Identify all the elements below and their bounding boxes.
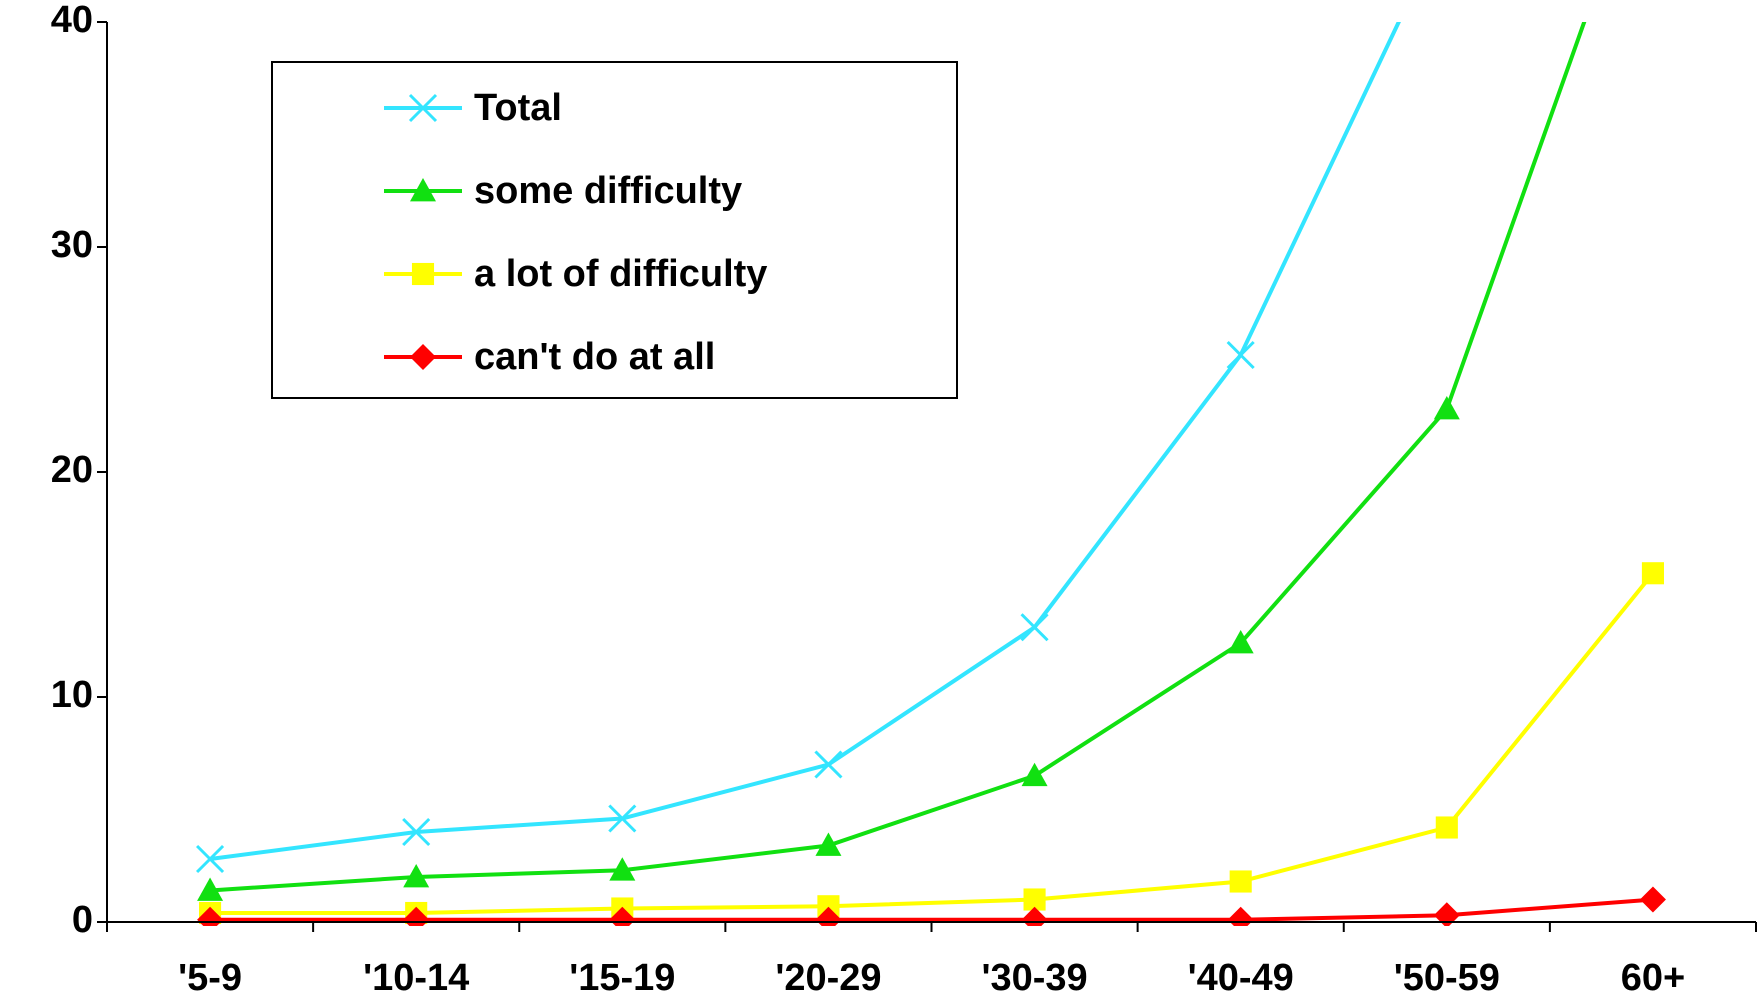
series-line (210, 571, 1655, 915)
x-tick-label: '5-9 (178, 957, 242, 999)
marker (814, 750, 843, 779)
series-line (209, 22, 1401, 861)
series-line (210, 897, 1654, 922)
y-tick-label: 40 (51, 0, 93, 41)
marker (1226, 340, 1255, 370)
marker (410, 178, 436, 202)
marker (608, 804, 637, 833)
x-tick-label: '10-14 (363, 957, 469, 999)
legend-label: Total (474, 87, 562, 129)
marker (1023, 888, 1046, 911)
legend-label: can't do at all (474, 336, 715, 378)
marker (817, 895, 840, 918)
y-tick-label: 30 (51, 224, 93, 266)
marker (815, 832, 842, 856)
x-tick-label: '20-29 (775, 957, 881, 999)
marker (410, 344, 436, 370)
marker (1227, 630, 1254, 654)
marker (403, 864, 430, 888)
marker (197, 877, 224, 901)
marker (1227, 906, 1254, 926)
marker (1639, 886, 1666, 913)
marker (408, 93, 438, 123)
legend-label: a lot of difficulty (474, 253, 767, 295)
marker (1229, 870, 1252, 893)
x-tick-label: '50-59 (1394, 957, 1500, 999)
y-tick-label: 10 (51, 674, 93, 716)
legend-box (271, 61, 958, 399)
marker (402, 817, 431, 847)
y-tick-label: 20 (51, 449, 93, 491)
marker (1433, 396, 1460, 420)
marker (1020, 613, 1049, 642)
marker (1641, 562, 1664, 585)
legend-label: some difficulty (474, 170, 742, 212)
marker (1435, 816, 1458, 839)
marker (1433, 902, 1460, 926)
marker (411, 262, 435, 286)
y-tick-label: 0 (72, 899, 93, 941)
marker (609, 857, 636, 881)
series-line (209, 22, 1587, 893)
marker (1021, 762, 1048, 787)
x-tick-label: '30-39 (981, 957, 1087, 999)
x-tick-label: '15-19 (569, 957, 675, 999)
x-tick-label: 60+ (1621, 957, 1685, 999)
marker (196, 844, 225, 874)
x-tick-label: '40-49 (1188, 957, 1294, 999)
marker (1021, 906, 1048, 926)
